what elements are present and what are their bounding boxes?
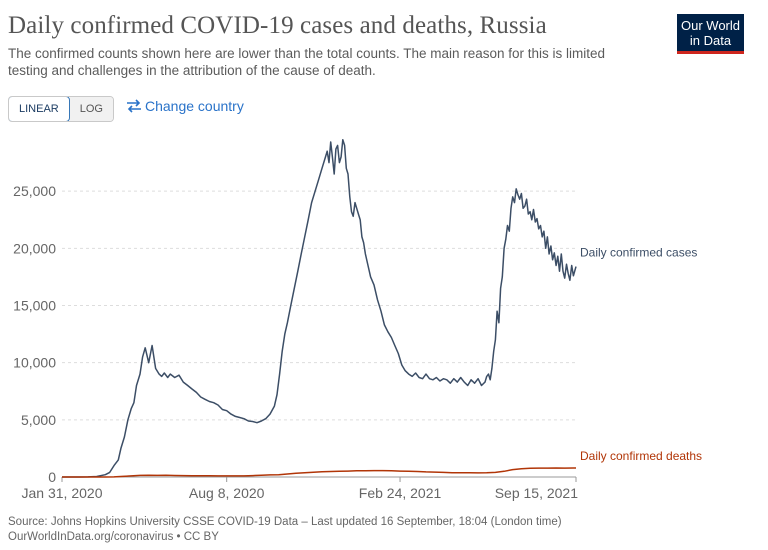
line-chart: 0 5,000 10,000 15,000 20,000 25,000 Jan 31, 20… xyxy=(13,138,702,501)
y-tick-label: 0 xyxy=(48,469,56,485)
chart-subtitle: The confirmed counts shown here are lowe… xyxy=(8,46,606,78)
scale-toggle: LINEAR LOG xyxy=(8,96,114,122)
x-tick-label: Aug 8, 2020 xyxy=(189,485,265,501)
cases-series-label: Daily confirmed cases xyxy=(580,246,697,260)
source-text: Source: Johns Hopkins University CSSE CO… xyxy=(8,516,562,528)
linear-scale-button[interactable]: LINEAR xyxy=(8,97,70,121)
logo-line-1: Our World xyxy=(681,18,740,33)
cases-line xyxy=(62,138,577,478)
y-tick-label: 25,000 xyxy=(13,183,56,199)
source-note: Source: Johns Hopkins University CSSE CO… xyxy=(8,515,562,545)
log-scale-button[interactable]: LOG xyxy=(69,97,113,121)
x-tick-label: Jan 31, 2020 xyxy=(22,485,103,501)
y-tick-label: 5,000 xyxy=(21,412,56,428)
deaths-series-label: Daily confirmed deaths xyxy=(580,449,702,463)
source-url[interactable]: OurWorldInData.org/coronavirus • CC BY xyxy=(8,531,219,543)
x-tick-label: Sep 15, 2021 xyxy=(495,485,579,501)
chart-title: Daily confirmed COVID-19 cases and death… xyxy=(8,12,547,39)
x-tick-label: Feb 24, 2021 xyxy=(359,485,442,501)
y-tick-label: 15,000 xyxy=(13,298,56,314)
y-tick-label: 20,000 xyxy=(13,240,56,256)
swap-arrows-icon xyxy=(127,99,141,113)
deaths-line xyxy=(62,467,576,478)
change-country-button[interactable]: Change country xyxy=(126,98,244,114)
owid-logo[interactable]: Our World in Data xyxy=(677,14,744,54)
logo-line-2: in Data xyxy=(689,33,732,48)
y-tick-label: 10,000 xyxy=(13,355,56,371)
change-country-label: Change country xyxy=(145,98,244,114)
